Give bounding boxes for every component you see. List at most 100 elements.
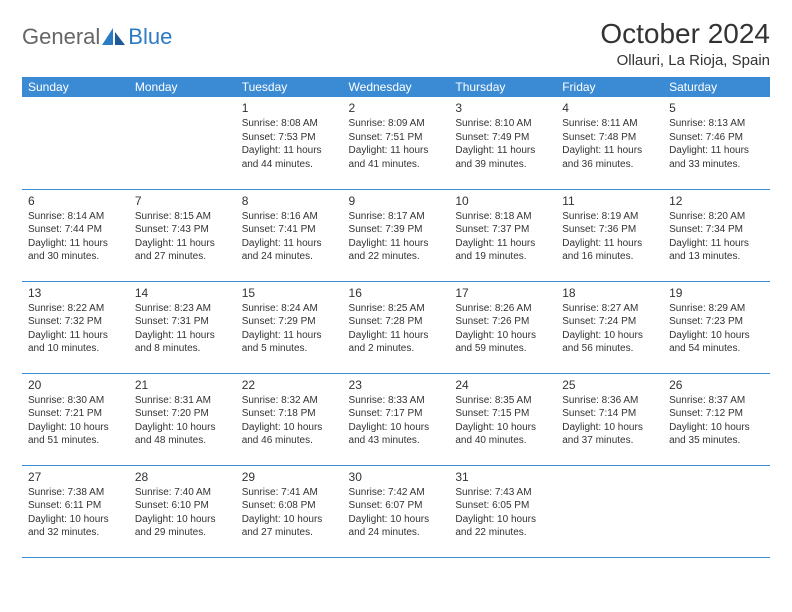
day-number: 22 (242, 377, 337, 393)
sunset-text: Sunset: 7:41 PM (242, 223, 337, 237)
daylight-text: Daylight: 11 hours and 16 minutes. (562, 237, 657, 264)
sunset-text: Sunset: 7:39 PM (349, 223, 444, 237)
sunrise-text: Sunrise: 8:14 AM (28, 210, 123, 224)
sunset-text: Sunset: 7:23 PM (669, 315, 764, 329)
day-number: 30 (349, 469, 444, 485)
daylight-text: Daylight: 10 hours and 37 minutes. (562, 421, 657, 448)
day-number: 31 (455, 469, 550, 485)
sunrise-text: Sunrise: 8:24 AM (242, 302, 337, 316)
daylight-text: Daylight: 10 hours and 59 minutes. (455, 329, 550, 356)
calendar-cell-empty (663, 465, 770, 557)
sunset-text: Sunset: 7:46 PM (669, 131, 764, 145)
daylight-text: Daylight: 11 hours and 44 minutes. (242, 144, 337, 171)
day-number: 28 (135, 469, 230, 485)
sunset-text: Sunset: 7:37 PM (455, 223, 550, 237)
calendar-cell: 30Sunrise: 7:42 AMSunset: 6:07 PMDayligh… (343, 465, 450, 557)
daylight-text: Daylight: 11 hours and 39 minutes. (455, 144, 550, 171)
calendar-cell: 8Sunrise: 8:16 AMSunset: 7:41 PMDaylight… (236, 189, 343, 281)
daylight-text: Daylight: 10 hours and 24 minutes. (349, 513, 444, 540)
sunrise-text: Sunrise: 7:38 AM (28, 486, 123, 500)
day-header: Monday (129, 77, 236, 97)
month-title: October 2024 (600, 18, 770, 50)
calendar-cell: 14Sunrise: 8:23 AMSunset: 7:31 PMDayligh… (129, 281, 236, 373)
calendar-cell: 2Sunrise: 8:09 AMSunset: 7:51 PMDaylight… (343, 97, 450, 189)
sunset-text: Sunset: 7:14 PM (562, 407, 657, 421)
sunrise-text: Sunrise: 8:08 AM (242, 117, 337, 131)
daylight-text: Daylight: 11 hours and 13 minutes. (669, 237, 764, 264)
sunrise-text: Sunrise: 8:32 AM (242, 394, 337, 408)
day-number: 18 (562, 285, 657, 301)
sunset-text: Sunset: 7:43 PM (135, 223, 230, 237)
day-header: Wednesday (343, 77, 450, 97)
daylight-text: Daylight: 10 hours and 35 minutes. (669, 421, 764, 448)
sunset-text: Sunset: 7:44 PM (28, 223, 123, 237)
calendar-body: 1Sunrise: 8:08 AMSunset: 7:53 PMDaylight… (22, 97, 770, 557)
daylight-text: Daylight: 10 hours and 54 minutes. (669, 329, 764, 356)
sunrise-text: Sunrise: 8:16 AM (242, 210, 337, 224)
day-number: 23 (349, 377, 444, 393)
daylight-text: Daylight: 10 hours and 56 minutes. (562, 329, 657, 356)
sunset-text: Sunset: 7:21 PM (28, 407, 123, 421)
daylight-text: Daylight: 11 hours and 8 minutes. (135, 329, 230, 356)
calendar-cell: 22Sunrise: 8:32 AMSunset: 7:18 PMDayligh… (236, 373, 343, 465)
sunrise-text: Sunrise: 8:25 AM (349, 302, 444, 316)
daylight-text: Daylight: 10 hours and 29 minutes. (135, 513, 230, 540)
day-number: 21 (135, 377, 230, 393)
calendar-row: 20Sunrise: 8:30 AMSunset: 7:21 PMDayligh… (22, 373, 770, 465)
daylight-text: Daylight: 10 hours and 32 minutes. (28, 513, 123, 540)
day-number: 7 (135, 193, 230, 209)
calendar-cell: 27Sunrise: 7:38 AMSunset: 6:11 PMDayligh… (22, 465, 129, 557)
sunset-text: Sunset: 7:29 PM (242, 315, 337, 329)
calendar-cell: 17Sunrise: 8:26 AMSunset: 7:26 PMDayligh… (449, 281, 556, 373)
sunset-text: Sunset: 7:51 PM (349, 131, 444, 145)
sail-icon (102, 28, 126, 46)
sunrise-text: Sunrise: 8:26 AM (455, 302, 550, 316)
sunset-text: Sunset: 7:32 PM (28, 315, 123, 329)
daylight-text: Daylight: 10 hours and 46 minutes. (242, 421, 337, 448)
sunrise-text: Sunrise: 8:10 AM (455, 117, 550, 131)
calendar-row: 1Sunrise: 8:08 AMSunset: 7:53 PMDaylight… (22, 97, 770, 189)
sunrise-text: Sunrise: 8:11 AM (562, 117, 657, 131)
header: General Blue October 2024 Ollauri, La Ri… (22, 18, 770, 69)
sunrise-text: Sunrise: 8:17 AM (349, 210, 444, 224)
day-header: Saturday (663, 77, 770, 97)
calendar-cell-empty (556, 465, 663, 557)
day-header: Tuesday (236, 77, 343, 97)
day-header: Sunday (22, 77, 129, 97)
calendar-cell: 5Sunrise: 8:13 AMSunset: 7:46 PMDaylight… (663, 97, 770, 189)
day-number: 12 (669, 193, 764, 209)
day-number: 20 (28, 377, 123, 393)
sunset-text: Sunset: 7:24 PM (562, 315, 657, 329)
daylight-text: Daylight: 11 hours and 36 minutes. (562, 144, 657, 171)
calendar-cell-empty (22, 97, 129, 189)
day-number: 8 (242, 193, 337, 209)
sunset-text: Sunset: 6:07 PM (349, 499, 444, 513)
day-number: 29 (242, 469, 337, 485)
daylight-text: Daylight: 11 hours and 10 minutes. (28, 329, 123, 356)
day-number: 1 (242, 100, 337, 116)
sunrise-text: Sunrise: 8:27 AM (562, 302, 657, 316)
day-number: 15 (242, 285, 337, 301)
daylight-text: Daylight: 11 hours and 2 minutes. (349, 329, 444, 356)
calendar-table: SundayMondayTuesdayWednesdayThursdayFrid… (22, 77, 770, 558)
calendar-cell: 26Sunrise: 8:37 AMSunset: 7:12 PMDayligh… (663, 373, 770, 465)
day-number: 19 (669, 285, 764, 301)
calendar-cell: 19Sunrise: 8:29 AMSunset: 7:23 PMDayligh… (663, 281, 770, 373)
calendar-row: 27Sunrise: 7:38 AMSunset: 6:11 PMDayligh… (22, 465, 770, 557)
day-number: 2 (349, 100, 444, 116)
daylight-text: Daylight: 11 hours and 27 minutes. (135, 237, 230, 264)
daylight-text: Daylight: 10 hours and 51 minutes. (28, 421, 123, 448)
day-number: 13 (28, 285, 123, 301)
sunset-text: Sunset: 7:48 PM (562, 131, 657, 145)
sunrise-text: Sunrise: 7:41 AM (242, 486, 337, 500)
sunset-text: Sunset: 6:10 PM (135, 499, 230, 513)
day-number: 3 (455, 100, 550, 116)
calendar-cell: 11Sunrise: 8:19 AMSunset: 7:36 PMDayligh… (556, 189, 663, 281)
location: Ollauri, La Rioja, Spain (600, 52, 770, 69)
sunrise-text: Sunrise: 8:29 AM (669, 302, 764, 316)
day-number: 14 (135, 285, 230, 301)
daylight-text: Daylight: 11 hours and 33 minutes. (669, 144, 764, 171)
sunset-text: Sunset: 7:15 PM (455, 407, 550, 421)
sunrise-text: Sunrise: 8:15 AM (135, 210, 230, 224)
calendar-cell: 4Sunrise: 8:11 AMSunset: 7:48 PMDaylight… (556, 97, 663, 189)
